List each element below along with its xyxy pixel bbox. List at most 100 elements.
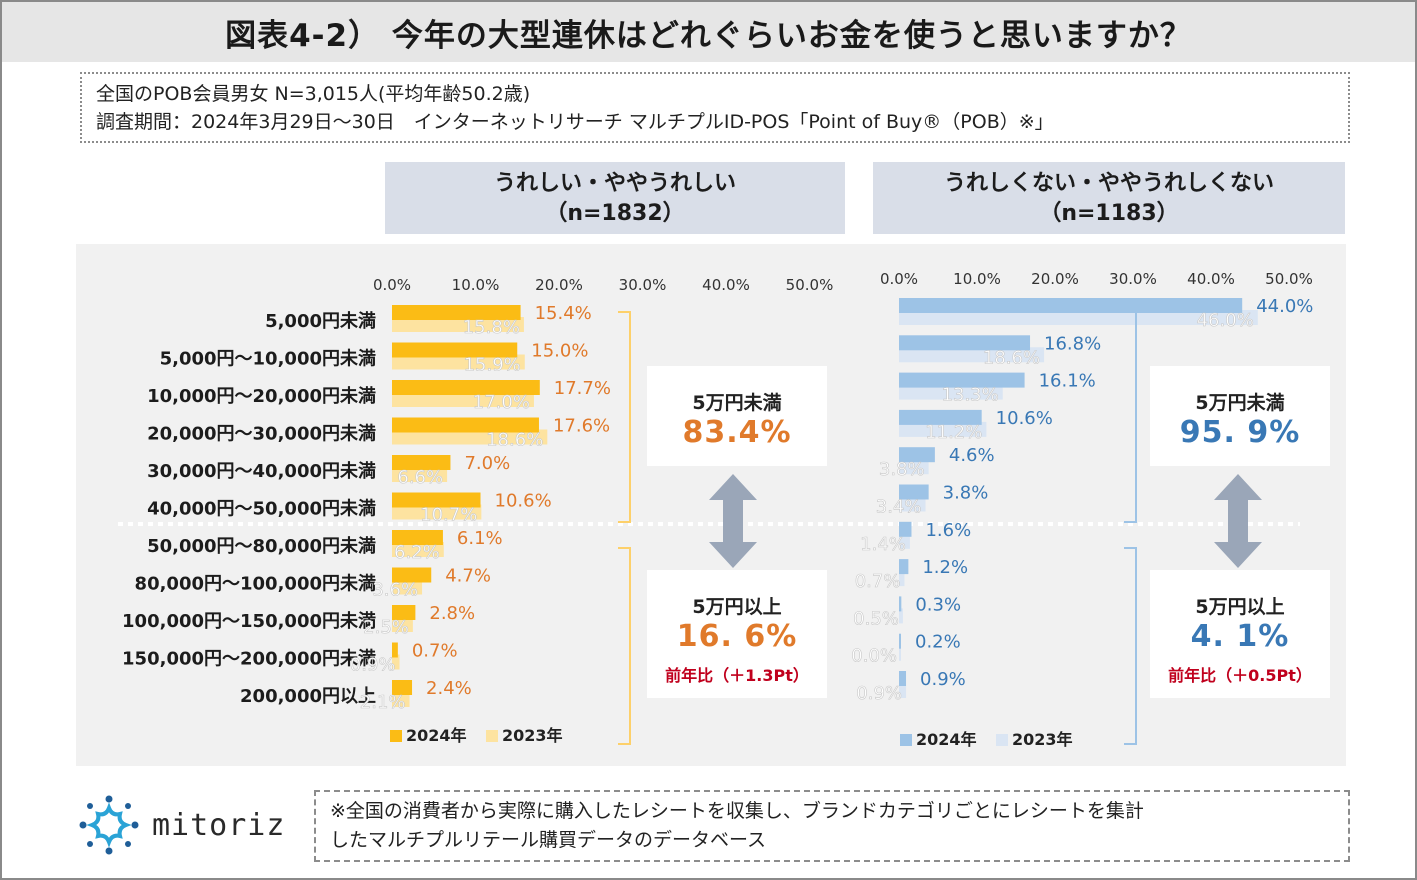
unhappy-tick-label: 20.0% [1031,270,1079,288]
happy-bar-2024 [392,455,451,470]
happy-tick-label: 40.0% [702,276,750,294]
category-label: 5,000円未満 [265,310,376,332]
unhappy-label-2023: 13.3% [942,385,999,406]
category-label: 200,000円以上 [240,686,376,707]
summary-unhappy-under: 5万円未満 95. 9% [1150,366,1330,466]
summary-happy-over: 5万円以上 16. 6% 前年比（＋1.3Pt） [647,570,827,698]
unhappy-bar-2024 [899,372,1025,388]
title-bar: 図表4-2） 今年の大型連休はどれぐらいお金を使うと思いますか？ [2,2,1415,62]
happy-label-2024: 6.1% [457,528,503,549]
survey-info-box: 全国のPOB会員男女 N=3,015人(平均年齢50.2歳) 調査期間：2024… [80,72,1350,143]
unhappy-legend-label-2024: 2024年 [916,730,977,749]
summary-happy-over-label: 5万円以上 [692,596,782,618]
unhappy-legend-swatch-2023 [996,734,1008,746]
happy-bar-2024 [392,605,416,620]
sparkle-ring-icon [79,795,139,855]
happy-legend-label-2023: 2023年 [502,726,563,745]
unhappy-over-bracket [1124,547,1137,745]
unhappy-legend-label-2023: 2023年 [1012,730,1073,749]
unhappy-label-2023: 0.9% [856,683,902,704]
unhappy-label-2024: 1.6% [925,520,971,541]
unhappy-bar-2023 [899,496,926,512]
unhappy-label-2024: 4.6% [949,445,995,466]
happy-label-2023: 6.2% [394,542,440,563]
happy-label-2023: 15.9% [464,355,521,376]
summary-happy-under-value: 83.4% [682,415,792,450]
happy-bar-2023 [392,504,482,520]
happy-bar-2023 [392,692,410,707]
category-label: 10,000円～20,000円未満 [147,385,376,407]
category-label: 20,000円～30,000円未満 [147,423,376,445]
happy-bar-2024 [392,417,539,433]
summary-happy-under-label: 5万円未満 [692,392,782,414]
happy-bar-2024 [392,567,432,583]
summary-unhappy-under-value: 95. 9% [1179,415,1301,450]
unhappy-bar-2024 [899,671,907,686]
happy-under-bracket [618,311,631,523]
happy-label-2023: 10.7% [420,505,477,526]
unhappy-bar-2023 [899,608,903,624]
happy-label-2023: 18.6% [486,430,543,451]
happy-label-2024: 0.7% [412,641,458,662]
category-label: 100,000円～150,000円未満 [122,610,376,632]
unhappy-bar-2023 [899,310,1258,325]
summary-unhappy-over-label: 5万円以上 [1195,596,1285,618]
unhappy-label-2023: 3.8% [879,459,925,480]
happy-label-2024: 4.7% [445,566,491,587]
unhappy-bar-2024 [899,559,909,575]
unhappy-label-2023: 46.0% [1197,310,1254,331]
unhappy-legend-swatch-2024 [900,734,912,746]
happy-label-2023: 15.8% [463,317,520,338]
unhappy-label-2023: 3.4% [876,497,922,518]
happy-label-2024: 2.8% [429,603,475,624]
unhappy-label-2024: 1.2% [922,557,968,578]
unhappy-label-2024: 16.8% [1044,333,1101,354]
happy-bar-2023 [392,392,534,407]
happy-bar-2023 [392,654,400,670]
happy-label-2023: 17.0% [473,392,530,413]
happy-bar-2024 [392,680,413,695]
summary-unhappy-over-value: 4. 1% [1190,619,1290,654]
footnote-line2: したマルチプルリテール購買データのデータベース [330,829,767,851]
segment-header-happy-line1: うれしい・ややうれしい [493,171,736,196]
happy-bar-2023 [392,354,525,370]
happy-label-2024: 10.6% [495,491,552,512]
unhappy-bar-2024 [899,521,912,537]
unhappy-label-2024: 10.6% [996,408,1053,429]
unhappy-label-2024: 3.8% [943,483,989,504]
happy-label-2024: 17.6% [553,416,610,437]
unhappy-tick-label: 50.0% [1265,270,1313,288]
unhappy-label-2023: 11.2% [925,422,982,443]
category-label: 150,000円～200,000円未満 [122,648,376,670]
unhappy-bar-2023 [899,533,910,549]
category-label: 80,000円～100,000円未満 [135,573,376,595]
happy-label-2024: 15.0% [531,341,588,362]
segment-header-happy: うれしい・ややうれしい （n=1832） [385,162,845,234]
category-label: 5,000円～10,000円未満 [160,348,376,370]
unhappy-label-2024: 0.2% [915,632,961,653]
unhappy-bar-2023 [899,459,929,475]
happy-label-2024: 17.7% [554,378,611,399]
unhappy-label-2023: 0.5% [853,608,899,629]
footnote-line1: ※全国の消費者から実際に購入したレシートを収集し、ブランドカテゴリごとにレシート… [330,800,1144,822]
happy-bar-2023 [392,617,413,632]
happy-bar-2024 [392,380,540,395]
happy-bar-2024 [392,530,443,545]
unhappy-tick-label: 30.0% [1109,270,1157,288]
unhappy-label-2023: 1.4% [860,534,906,555]
happy-bar-2023 [392,429,548,445]
summary-happy-yoy-note: 前年比（＋1.3Pt） [665,666,809,685]
happy-bar-2023 [392,542,444,557]
segment-header-happy-line2: （n=1832） [545,201,685,226]
summary-unhappy-under-label: 5万円未満 [1195,392,1285,414]
happy-bar-2023 [392,467,448,482]
happy-bar-2024 [392,492,481,508]
happy-label-2023: 2.1% [360,692,406,713]
unhappy-label-2024: 16.1% [1039,371,1096,392]
segment-header-unhappy-line2: （n=1183） [1039,201,1179,226]
happy-tick-label: 20.0% [535,276,583,294]
unhappy-bar-2024 [899,596,902,612]
unhappy-label-2023: 0.0% [851,646,897,667]
summary-unhappy-yoy-note: 前年比（＋0.5Pt） [1168,666,1312,685]
